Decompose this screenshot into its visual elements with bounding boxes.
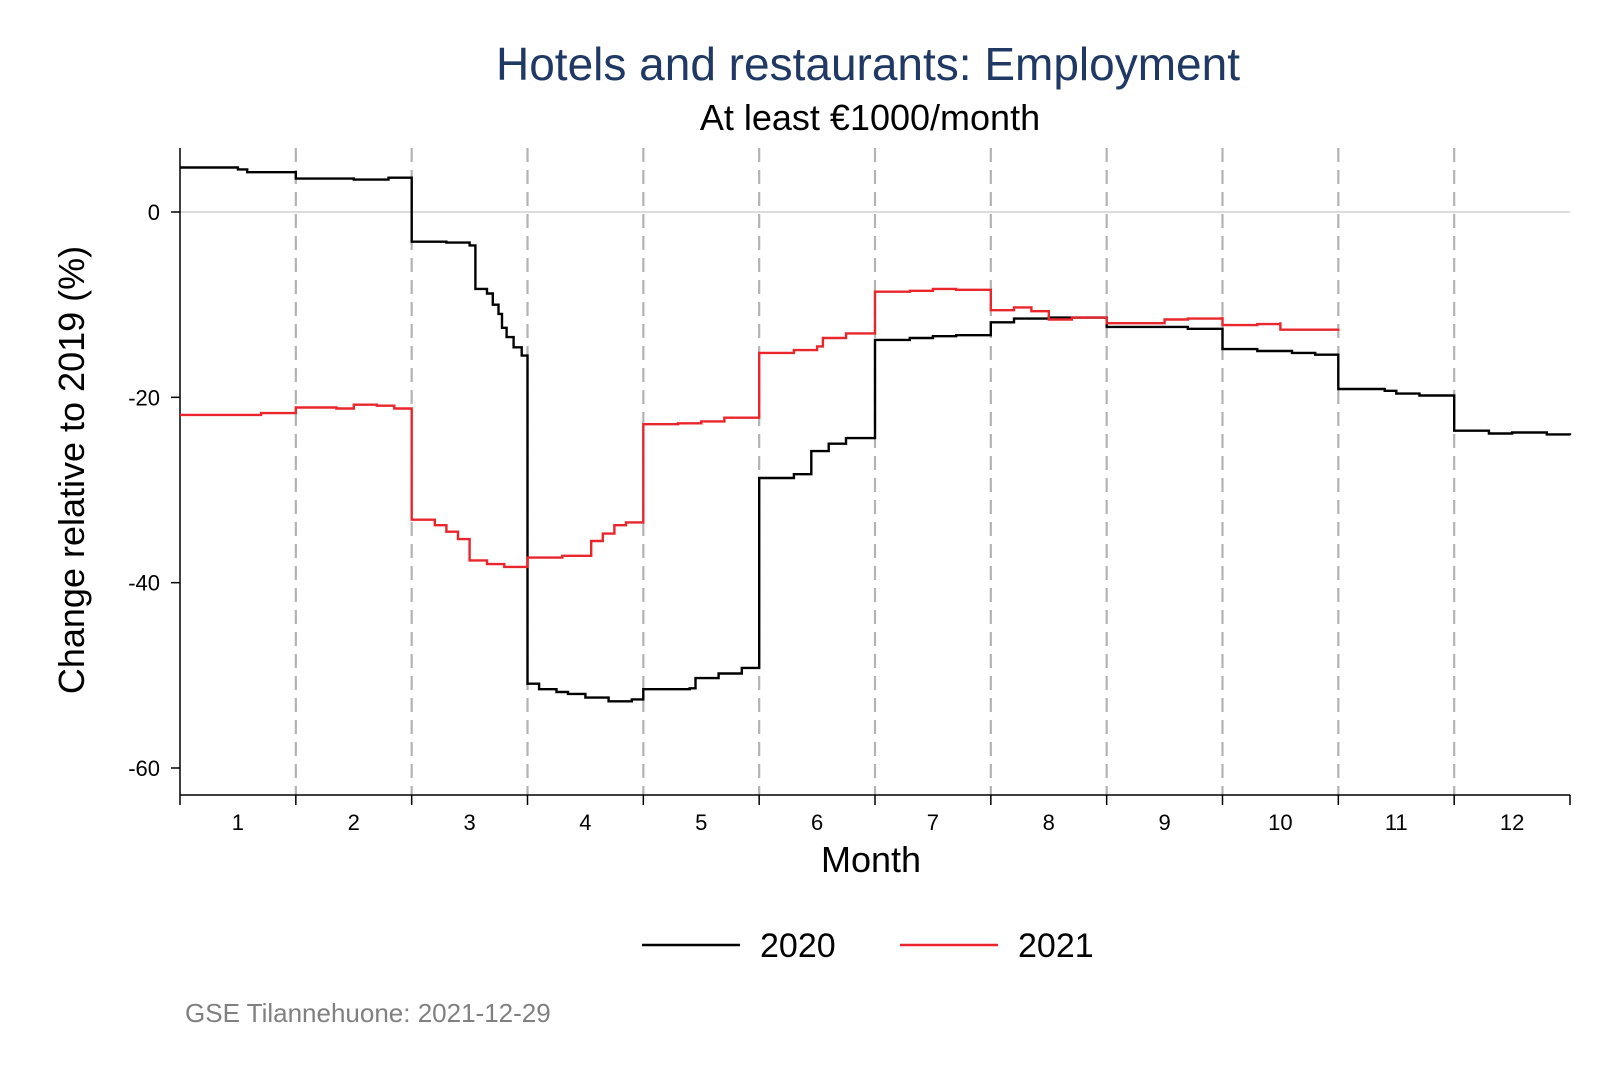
- x-axis-title: Month: [821, 839, 921, 880]
- y-tick-label: -40: [128, 571, 160, 596]
- x-tick-label: 7: [927, 810, 939, 835]
- x-tick-label: 6: [811, 810, 823, 835]
- source-note: GSE Tilannehuone: 2021-12-29: [185, 998, 551, 1028]
- y-axis-title: Change relative to 2019 (%): [51, 246, 92, 694]
- x-tick-label: 8: [1043, 810, 1055, 835]
- y-tick-label: -20: [128, 385, 160, 410]
- series-line-2021: [180, 287, 1340, 569]
- chart-title: Hotels and restaurants: Employment: [496, 38, 1240, 90]
- y-tick-label: 0: [148, 200, 160, 225]
- x-tick-label: 1: [232, 810, 244, 835]
- x-tick-label: 2: [348, 810, 360, 835]
- legend-label-2021: 2021: [1018, 927, 1094, 965]
- chart-subtitle: At least €1000/month: [700, 97, 1040, 138]
- legend: 2020 2021: [642, 927, 1094, 965]
- x-tick-label: 3: [463, 810, 475, 835]
- x-tick-label: 10: [1268, 810, 1292, 835]
- x-tick-label: 5: [695, 810, 707, 835]
- x-tick-label: 11: [1385, 810, 1408, 835]
- y-tick-label: -60: [128, 756, 160, 781]
- x-tick-label: 12: [1500, 810, 1524, 835]
- series-line-2020: [180, 166, 1572, 703]
- x-tick-label: 4: [579, 810, 591, 835]
- x-tick-label: 9: [1158, 810, 1170, 835]
- legend-label-2020: 2020: [760, 927, 836, 965]
- plot-area: 0-20-40-601 2 3 4 5 6 7 8 9 10 11 12: [128, 148, 1572, 835]
